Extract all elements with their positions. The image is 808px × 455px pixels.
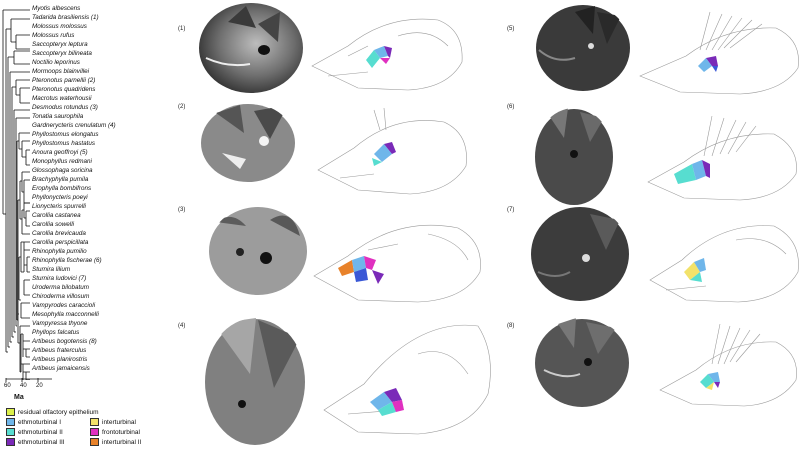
legend-swatch xyxy=(6,408,15,416)
scale-tick-label: 20 xyxy=(36,383,43,389)
species-label: Glossophaga soricina xyxy=(32,167,93,174)
legend-swatch xyxy=(90,418,99,426)
legend-item: frontoturbinal xyxy=(90,428,140,436)
species-label: Artibeus jamaicensis xyxy=(32,365,90,372)
panel-number: (5) xyxy=(507,26,515,32)
species-label: Myotis albescens xyxy=(32,5,81,12)
legend-label: ethmoturbinal III xyxy=(18,438,65,446)
legend-label: interturbinal II xyxy=(102,438,142,446)
species-label: Pteronotus parnellii (2) xyxy=(32,77,96,84)
species-label: Artibeus bogotensis (8) xyxy=(32,338,97,345)
bat-head-illustration-4 xyxy=(205,318,305,445)
scale-tick-label: 40 xyxy=(20,383,27,389)
species-label: Phyllonycteris poeyi xyxy=(32,194,88,201)
legend-swatch xyxy=(90,438,99,446)
species-label: Artibeus planirostris xyxy=(32,356,88,363)
species-label: Uroderma bilobatum xyxy=(32,284,90,291)
legend-swatch xyxy=(6,438,15,446)
bat-head-illustration-7 xyxy=(531,207,629,301)
species-label: Desmodus rotundus (3) xyxy=(32,104,98,111)
legend-label: residual olfactory epithelium xyxy=(18,408,99,416)
species-label: Rhinophylla pumilio xyxy=(32,248,87,255)
species-label: Tadarida brasiliensis (1) xyxy=(32,14,99,21)
species-label: Vampyrodes caraccioli xyxy=(32,302,96,309)
species-label: Lionycteris spurrelli xyxy=(32,203,86,210)
legend-label: interturbinal xyxy=(102,418,136,426)
species-label: Saccopteryx bilineata xyxy=(32,50,92,57)
legend-swatch xyxy=(6,418,15,426)
scale-bar xyxy=(5,378,52,382)
species-label: Mormoops blainvillei xyxy=(32,68,90,75)
species-label: Carollia castanea xyxy=(32,212,81,219)
species-label: Erophylla bombifrons xyxy=(32,185,92,192)
species-label: Anoura geoffroyi (5) xyxy=(32,149,88,156)
species-label: Molossus rufus xyxy=(32,32,75,39)
bat-head-illustration-5 xyxy=(536,5,630,91)
species-label: Vampyressa thyone xyxy=(32,320,88,327)
skull-diagram-2 xyxy=(317,107,467,195)
scale-unit-label: Ma xyxy=(14,394,24,401)
time-scale: 60 40 20 Ma xyxy=(4,378,56,408)
skull-diagram-8 xyxy=(659,323,797,407)
species-label: Tonatia saurophila xyxy=(32,113,84,120)
bat-head-illustration-1 xyxy=(199,3,303,93)
panel-number: (2) xyxy=(178,104,186,110)
species-label: Phyllostomus elongatus xyxy=(32,131,99,138)
species-label: Artibeus fraterculus xyxy=(32,347,87,354)
species-label: Gardnerycteris crenulatum (4) xyxy=(32,122,116,129)
panel-number: (4) xyxy=(178,323,186,329)
species-label: Sturnira lilium xyxy=(32,266,71,273)
species-label: Carollia perspicillata xyxy=(32,239,89,246)
species-label: Saccopteryx leptura xyxy=(32,41,88,48)
legend-item: interturbinal II xyxy=(90,438,141,446)
species-label: Molossus molossus xyxy=(32,23,87,30)
legend: residual olfactory epithelium ethmoturbi… xyxy=(6,408,206,454)
legend-item: interturbinal xyxy=(90,418,136,426)
skull-diagram-3 xyxy=(313,224,481,303)
panel-number: (1) xyxy=(178,26,186,32)
legend-item: residual olfactory epithelium xyxy=(6,408,99,416)
skull-diagram-5 xyxy=(639,11,799,95)
species-label: Rhinophylla fischerae (6) xyxy=(32,257,102,264)
skull-diagram-4 xyxy=(323,324,491,435)
legend-label: ethmoturbinal II xyxy=(18,428,63,436)
species-label: Mesophylla macconnelli xyxy=(32,311,99,318)
species-label: Phyllops falcatus xyxy=(32,329,80,336)
tree-branches xyxy=(2,9,30,380)
legend-label: frontoturbinal xyxy=(102,428,140,436)
skull-diagram-6 xyxy=(647,115,797,201)
legend-item: ethmoturbinal I xyxy=(6,418,61,426)
species-label: Phyllostomus hastatus xyxy=(32,140,95,147)
species-label: Chiroderma villosum xyxy=(32,293,90,300)
bat-head-illustration-8 xyxy=(535,318,629,407)
species-label: Pteronotus quadridens xyxy=(32,86,96,93)
species-label: Carollia brevicauda xyxy=(32,230,86,237)
species-label: Noctilio leporinus xyxy=(32,59,80,66)
panel-number: (6) xyxy=(507,104,515,110)
panel-number: (8) xyxy=(507,323,515,329)
bat-head-illustration-2 xyxy=(201,104,295,182)
skull-diagram-1 xyxy=(311,18,463,91)
bat-head-illustration-3 xyxy=(209,207,307,295)
species-label: Sturnira ludovici (7) xyxy=(32,275,87,282)
legend-item: ethmoturbinal II xyxy=(6,428,63,436)
legend-swatch xyxy=(90,428,99,436)
bat-head-illustration-6 xyxy=(535,108,613,205)
skull-diagram-7 xyxy=(649,225,799,303)
species-label: Monophyllus redmani xyxy=(32,158,92,165)
species-label: Macrotus waterhousii xyxy=(32,95,92,102)
legend-item: ethmoturbinal III xyxy=(6,438,65,446)
scale-tick-label: 60 xyxy=(4,383,11,389)
panel-number: (3) xyxy=(178,207,186,213)
species-label: Carollia sowelli xyxy=(32,221,74,228)
legend-label: ethmoturbinal I xyxy=(18,418,61,426)
phylogenetic-tree: Myotis albescens Tadarida brasiliensis (… xyxy=(0,0,160,455)
panel-number: (7) xyxy=(507,207,515,213)
species-label: Brachyphylla pumila xyxy=(32,176,89,183)
legend-swatch xyxy=(6,428,15,436)
